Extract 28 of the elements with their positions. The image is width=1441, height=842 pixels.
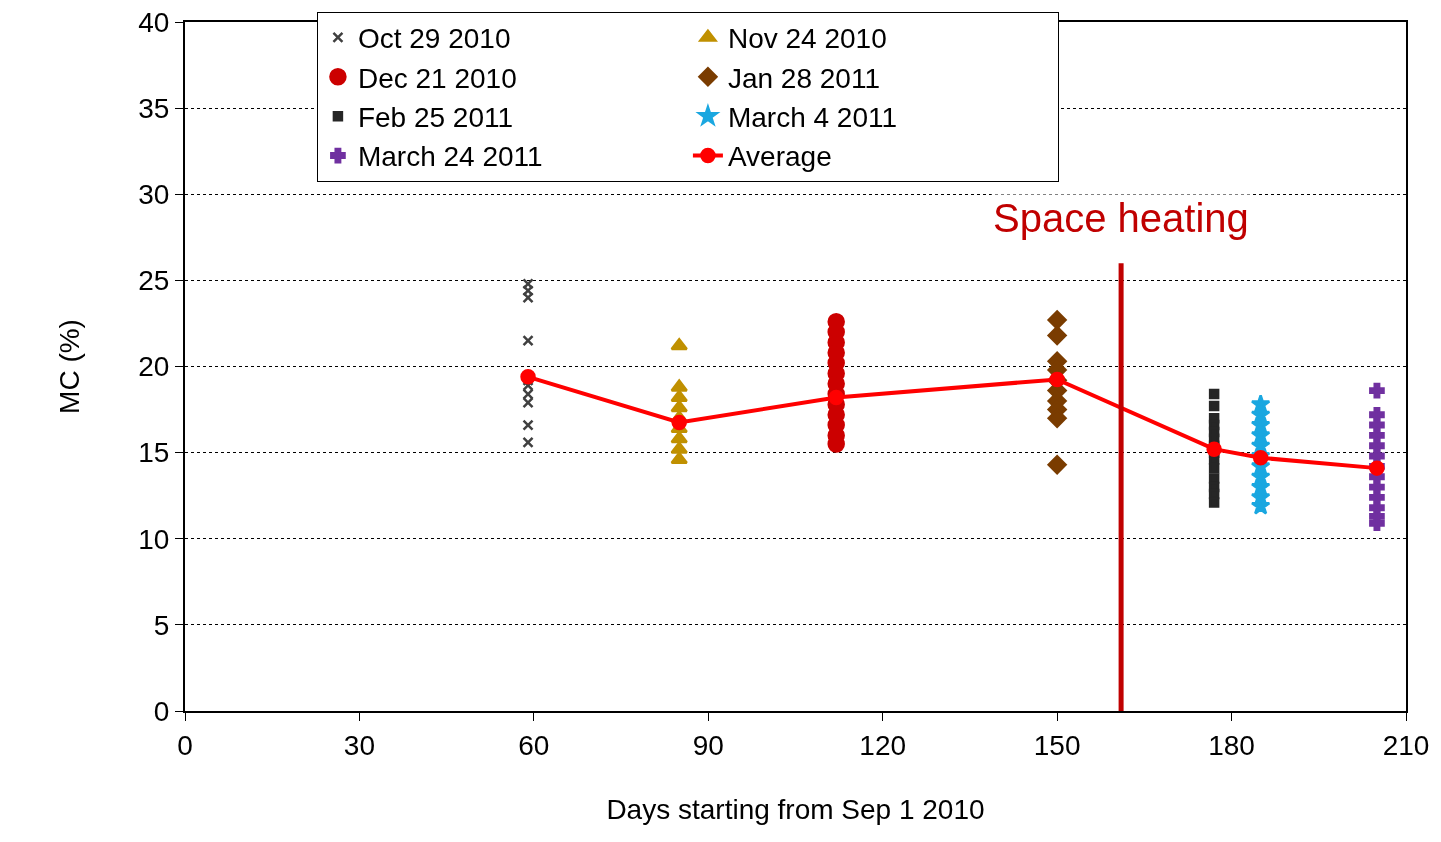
legend-label: Nov 24 2010: [727, 23, 887, 55]
x-tick-label: 30: [343, 729, 376, 761]
legend-label: Dec 21 2010: [357, 62, 517, 94]
x-tick-label: 0: [177, 729, 193, 761]
x-tick-label: 120: [859, 729, 907, 761]
legend-label: Oct 29 2010: [357, 23, 511, 55]
y-tick-label: 30: [138, 179, 170, 211]
x-axis-title: Days starting from Sep 1 2010: [606, 794, 985, 826]
x-tick-label: 90: [692, 729, 724, 761]
ref-line-label: Space heating: [993, 196, 1249, 240]
y-tick-label: 25: [138, 265, 170, 297]
legend-label: Feb 25 2011: [357, 102, 514, 134]
legend-label: Jan 28 2011: [727, 62, 880, 94]
y-tick-label: 35: [138, 92, 170, 124]
x-tick-label: 210: [1382, 729, 1430, 761]
y-tick-label: 15: [138, 437, 170, 469]
x-tick-label: 150: [1033, 729, 1081, 761]
legend-label: March 24 2011: [357, 141, 543, 173]
y-tick-label: 20: [138, 351, 170, 383]
y-axis-title: MC (%): [54, 319, 86, 414]
y-tick-label: 10: [138, 523, 170, 555]
y-tick-label: 0: [153, 695, 170, 727]
y-tick-label: 40: [138, 6, 170, 38]
legend-label: March 4 2011: [727, 102, 898, 134]
x-tick-label: 60: [518, 729, 550, 761]
x-tick-label: 180: [1208, 729, 1255, 761]
y-tick-label: 5: [153, 609, 170, 641]
legend-label: Average: [727, 141, 832, 173]
